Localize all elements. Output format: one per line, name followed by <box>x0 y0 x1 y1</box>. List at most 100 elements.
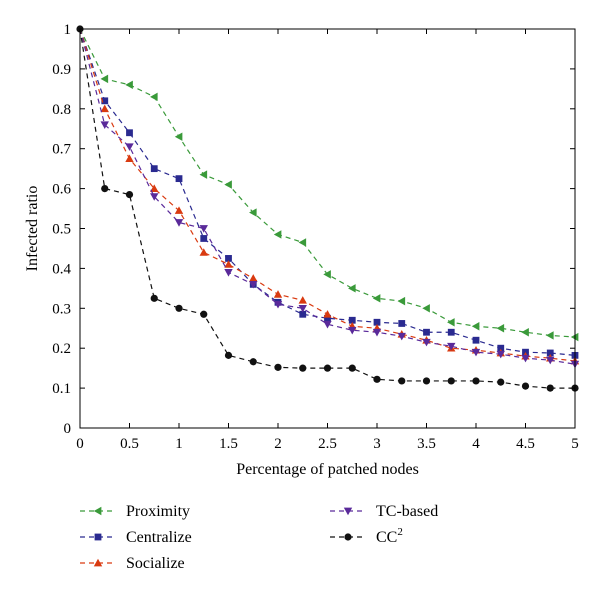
data-point <box>125 190 134 199</box>
legend: Proximity Centralize Socialize TC-based CC2 <box>80 503 438 572</box>
data-point <box>175 175 183 183</box>
data-point <box>372 294 381 303</box>
legend-label-text: Centralize <box>126 529 192 546</box>
data-point <box>150 165 158 173</box>
data-point <box>422 377 431 385</box>
legend-label-text: CC <box>376 529 397 546</box>
data-point <box>422 304 430 313</box>
data-point <box>521 354 530 363</box>
data-point <box>199 225 208 233</box>
x-axis-label: Percentage of patched nodes <box>236 461 419 478</box>
y-tick-label: 0.9 <box>52 62 71 78</box>
data-point <box>447 377 455 385</box>
x-tick-label: 1 <box>175 436 183 452</box>
data-point <box>150 92 158 102</box>
legend-label-superscript: 2 <box>397 526 403 538</box>
series-layer <box>76 25 580 392</box>
data-point <box>174 219 184 227</box>
data-point <box>348 326 357 335</box>
data-point <box>323 364 332 372</box>
data-point <box>298 296 307 304</box>
data-point <box>496 350 505 359</box>
series-line <box>79 28 576 365</box>
y-tick-label: 1 <box>64 22 72 38</box>
legend-label-text: Socialize <box>126 555 185 572</box>
data-point <box>274 363 282 371</box>
series-line <box>79 28 575 389</box>
x-tick-label: 0 <box>76 436 84 452</box>
data-point <box>447 318 455 327</box>
legend-item: Centralize <box>80 529 192 546</box>
data-point <box>200 310 208 318</box>
data-point <box>348 364 356 372</box>
data-point <box>273 290 283 298</box>
data-point <box>224 351 233 359</box>
data-point <box>546 331 554 340</box>
x-tick-label: 2 <box>274 436 282 452</box>
legend-marker <box>93 558 103 567</box>
legend-marker <box>343 507 353 516</box>
x-tick-label: 3 <box>373 436 381 452</box>
legend-marker <box>344 533 352 541</box>
data-point <box>199 248 208 256</box>
x-tick-label: 2.5 <box>318 436 337 452</box>
x-tick-label: 3.5 <box>417 436 436 452</box>
data-point <box>496 324 505 333</box>
data-point <box>323 320 332 329</box>
data-point <box>447 328 455 336</box>
data-point <box>521 382 530 390</box>
data-point <box>101 97 109 105</box>
data-point <box>249 208 257 217</box>
legend-marker <box>94 533 102 541</box>
y-axis-label: Infected ratio <box>24 186 41 272</box>
data-point <box>125 80 133 90</box>
y-tick-label: 0.1 <box>52 381 71 397</box>
data-point <box>546 349 554 357</box>
data-point <box>299 364 307 372</box>
data-point <box>497 378 505 386</box>
data-point <box>447 342 456 351</box>
data-point <box>100 121 109 129</box>
data-point <box>298 238 307 247</box>
data-point <box>175 304 183 312</box>
data-point <box>373 375 381 383</box>
series-line <box>79 28 576 356</box>
x-tick-label: 0.5 <box>120 436 139 452</box>
data-point <box>372 328 382 337</box>
x-tick-label: 1.5 <box>219 436 238 452</box>
data-point <box>199 170 208 179</box>
data-point <box>471 348 481 357</box>
data-point <box>298 304 307 313</box>
data-point <box>422 338 431 347</box>
data-point <box>273 300 283 309</box>
data-point <box>249 358 257 366</box>
series-line <box>79 28 576 338</box>
data-point <box>398 320 406 327</box>
series-tc-based <box>79 28 580 369</box>
legend-item: Proximity <box>80 503 190 520</box>
data-point <box>126 129 133 137</box>
data-point <box>174 132 183 141</box>
data-point <box>398 377 406 385</box>
data-point <box>150 193 159 201</box>
y-tick-label: 0.6 <box>52 182 71 198</box>
data-point <box>546 384 554 392</box>
legend-label: Proximity <box>126 503 190 520</box>
legend-label: CC2 <box>376 526 403 546</box>
y-tick-label: 0.4 <box>52 261 71 277</box>
data-point <box>174 206 184 214</box>
y-tick-label: 0.7 <box>52 142 71 158</box>
data-point <box>472 336 480 344</box>
x-tick-label: 4 <box>472 436 480 452</box>
y-tick-label: 0.3 <box>52 301 71 317</box>
data-point <box>273 230 282 239</box>
data-point <box>125 143 134 151</box>
data-point <box>373 318 381 326</box>
x-tick-label: 4.5 <box>516 436 535 452</box>
data-point <box>521 328 529 337</box>
data-point <box>224 180 232 189</box>
y-tick-label: 0.5 <box>52 222 71 238</box>
legend-item: CC2 <box>330 526 403 546</box>
series-centralize <box>79 28 579 359</box>
data-point <box>200 235 208 242</box>
